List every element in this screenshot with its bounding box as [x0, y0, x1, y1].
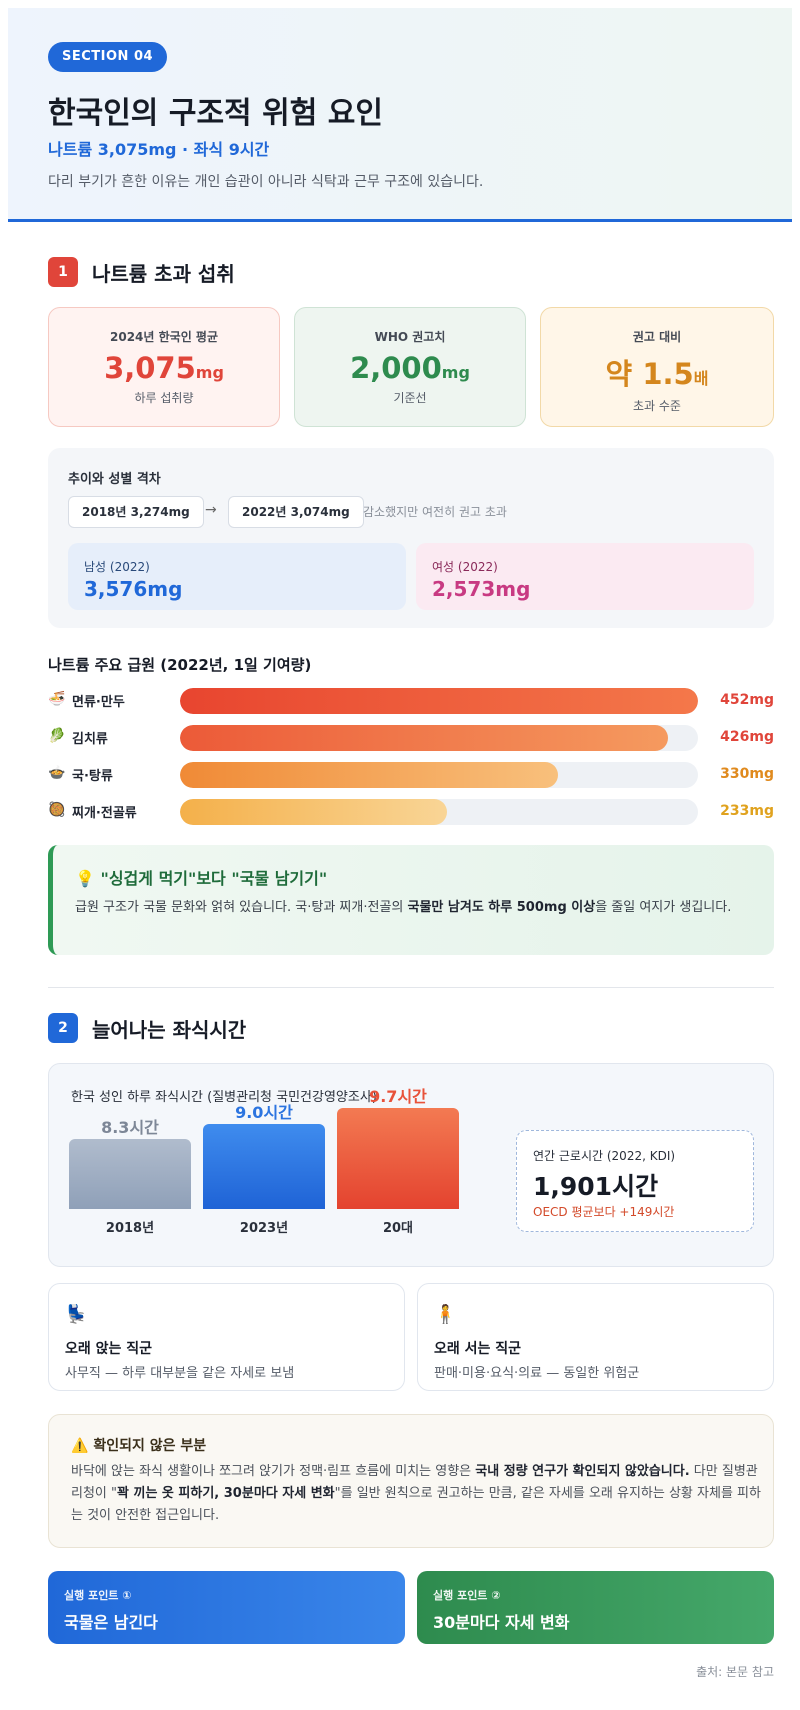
- female-value: 2,573mg: [432, 577, 531, 601]
- bar-track: [180, 725, 698, 751]
- sitting-bar: [69, 1139, 191, 1209]
- stat-value: 3,075mg: [104, 351, 224, 385]
- stew-icon: 🥘: [48, 802, 66, 818]
- source-value: 330mg: [720, 766, 774, 782]
- job-card-standing: 🧍 오래 서는 직군 판매·미용·요식·의료 — 동일한 위험군: [417, 1283, 774, 1391]
- warning-title: ⚠️ 확인되지 않은 부분: [71, 1438, 207, 1454]
- sodium-source-row: 🥘 찌개·전골류 233mg: [48, 797, 774, 825]
- stat-caption: 기준선: [393, 391, 427, 405]
- stat-label: 2024년 한국인 평균: [110, 330, 218, 344]
- action-label: 실행 포인트 ②: [433, 1589, 501, 1602]
- unverified-note: ⚠️ 확인되지 않은 부분 바닥에 앉는 좌식 생활이나 쪼그려 앉기가 정맥·…: [48, 1414, 774, 1548]
- seat-icon: 💺: [65, 1304, 88, 1325]
- section-number: 1: [48, 257, 78, 287]
- page-subtitle: 나트륨 3,075mg · 좌식 9시간: [48, 140, 270, 159]
- source-name: 면류·만두: [72, 695, 125, 710]
- male-value: 3,576mg: [84, 577, 183, 601]
- sodium-source-row: 🍜 면류·만두 452mg: [48, 686, 774, 714]
- male-label: 남성 (2022): [84, 560, 150, 574]
- trend-to-chip: 2022년 3,074mg: [228, 496, 364, 528]
- female-stat-box: 여성 (2022) 2,573mg: [416, 543, 754, 610]
- work-hours-label: 연간 근로시간 (2022, KDI): [533, 1149, 676, 1163]
- job-description: 판매·미용·요식·의료 — 동일한 위험군: [434, 1366, 640, 1381]
- stat-card-korean-average: 2024년 한국인 평균 3,075mg 하루 섭취량: [48, 307, 280, 427]
- sitting-bar-category: 20대: [382, 1221, 414, 1236]
- source-value: 452mg: [720, 692, 774, 708]
- soup-icon: 🍲: [48, 765, 66, 781]
- trend-panel: 추이와 성별 격차 2018년 3,274mg → 2022년 3,074mg …: [48, 448, 774, 628]
- work-hours-note: OECD 평균보다 +149시간: [533, 1205, 675, 1219]
- stat-label: WHO 권고치: [374, 330, 446, 344]
- sodium-source-row: 🍲 국·탕류 330mg: [48, 760, 774, 788]
- page-title: 한국인의 구조적 위험 요인: [48, 96, 383, 131]
- chart-title: 한국 성인 하루 좌식시간 (질병관리청 국민건강영양조사): [71, 1090, 377, 1105]
- stat-value: 2,000mg: [350, 351, 470, 385]
- sodium-source-row: 🥬 김치류 426mg: [48, 723, 774, 751]
- work-hours-card: 연간 근로시간 (2022, KDI) 1,901시간 OECD 평균보다 +1…: [516, 1130, 754, 1232]
- sitting-bar-category: 2023년: [239, 1221, 289, 1236]
- section-header: SECTION 04 한국인의 구조적 위험 요인 나트륨 3,075mg · …: [8, 8, 792, 222]
- work-hours-value: 1,901시간: [533, 1172, 659, 1201]
- tip-body: 급원 구조가 국물 문화와 얽혀 있습니다. 국·탕과 찌개·전골의 국물만 남…: [75, 900, 732, 915]
- section-divider: [48, 987, 774, 988]
- noodle-icon: 🍜: [48, 691, 66, 707]
- stat-value: 약 1.5배: [605, 357, 709, 391]
- section-title: 늘어나는 좌식시간: [92, 1017, 247, 1042]
- tip-callout: 💡 "싱겁게 먹기"보다 "국물 남기기" 급원 구조가 국물 문화와 얽혀 있…: [48, 845, 774, 955]
- sitting-bar-value: 9.0시간: [235, 1103, 293, 1122]
- section-title: 나트륨 초과 섭취: [92, 261, 235, 286]
- sitting-time-panel: 한국 성인 하루 좌식시간 (질병관리청 국민건강영양조사) 8.3시간 2018…: [48, 1063, 774, 1267]
- stat-card-ratio: 권고 대비 약 1.5배 초과 수준: [540, 307, 774, 427]
- source-value: 233mg: [720, 803, 774, 819]
- standing-person-icon: 🧍: [434, 1304, 457, 1325]
- section-2-heading: 2 늘어나는 좌식시간: [48, 1013, 246, 1043]
- stat-card-who-guideline: WHO 권고치 2,000mg 기준선: [294, 307, 526, 427]
- section-number: 2: [48, 1013, 78, 1043]
- sitting-bar-value: 9.7시간: [369, 1087, 427, 1106]
- arrow-right-icon: →: [205, 502, 217, 518]
- bar-fill: [180, 725, 669, 751]
- section-1-heading: 1 나트륨 초과 섭취: [48, 257, 235, 287]
- source-name: 찌개·전골류: [72, 806, 137, 821]
- job-title: 오래 앉는 직군: [65, 1341, 153, 1357]
- bar-track: [180, 762, 698, 788]
- sitting-bar: [337, 1108, 459, 1209]
- job-description: 사무직 — 하루 대부분을 같은 자세로 보냄: [65, 1366, 295, 1381]
- bar-track: [180, 688, 698, 714]
- action-text: 30분마다 자세 변화: [433, 1613, 570, 1632]
- action-label: 실행 포인트 ①: [64, 1589, 132, 1602]
- job-card-sitting: 💺 오래 앉는 직군 사무직 — 하루 대부분을 같은 자세로 보냄: [48, 1283, 405, 1391]
- source-note: 출처: 본문 참고: [696, 1665, 774, 1679]
- tip-title: 💡 "싱겁게 먹기"보다 "국물 남기기": [75, 869, 328, 888]
- source-name: 국·탕류: [72, 769, 113, 784]
- female-label: 여성 (2022): [432, 560, 498, 574]
- warning-body: 바닥에 앉는 좌식 생활이나 쪼그려 앉기가 정맥·림프 흐름에 미치는 영향은…: [71, 1464, 761, 1523]
- trend-from-chip: 2018년 3,274mg: [68, 496, 204, 528]
- lightbulb-icon: 💡: [75, 869, 95, 888]
- section-badge: SECTION 04: [48, 42, 168, 72]
- sitting-bar-category: 2018년: [105, 1221, 155, 1236]
- bar-fill: [180, 799, 448, 825]
- cabbage-icon: 🥬: [48, 728, 66, 744]
- stat-label: 권고 대비: [632, 330, 682, 344]
- stat-caption: 하루 섭취량: [134, 391, 194, 405]
- male-stat-box: 남성 (2022) 3,576mg: [68, 543, 406, 610]
- source-name: 김치류: [72, 732, 108, 747]
- action-text: 국물은 남긴다: [64, 1613, 158, 1632]
- trend-note: 감소했지만 여전히 권고 초과: [363, 505, 507, 519]
- source-value: 426mg: [720, 729, 774, 745]
- bar-fill: [180, 688, 698, 714]
- bar-fill: [180, 762, 559, 788]
- bar-track: [180, 799, 698, 825]
- trend-title: 추이와 성별 격차: [68, 472, 161, 487]
- sitting-bar: [203, 1124, 325, 1209]
- page-description: 다리 부기가 흔한 이유는 개인 습관이 아니라 식탁과 근무 구조에 있습니다…: [48, 174, 484, 190]
- job-title: 오래 서는 직군: [434, 1341, 522, 1357]
- action-point-2: 실행 포인트 ② 30분마다 자세 변화: [417, 1571, 774, 1644]
- sodium-sources-title: 나트륨 주요 급원 (2022년, 1일 기여량): [48, 656, 312, 674]
- stat-caption: 초과 수준: [633, 399, 681, 413]
- warning-icon: ⚠️: [71, 1438, 89, 1454]
- sitting-bar-value: 8.3시간: [101, 1118, 159, 1137]
- action-point-1: 실행 포인트 ① 국물은 남긴다: [48, 1571, 405, 1644]
